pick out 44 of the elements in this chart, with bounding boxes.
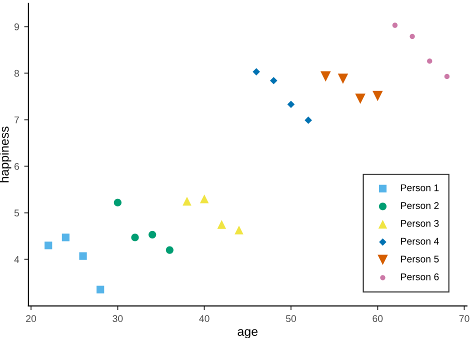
point: [320, 71, 331, 82]
point: [234, 226, 244, 234]
legend-label: Person 5: [401, 256, 439, 262]
point: [44, 242, 52, 250]
point: [182, 196, 192, 206]
legend-label: Person 6: [401, 273, 439, 280]
legend-label: Person 1: [401, 184, 439, 192]
y-tick-label: 8: [14, 70, 19, 77]
x-tick-label: 30: [112, 315, 123, 322]
x-tick-label: 70: [459, 315, 470, 322]
x-tick-label: 60: [372, 315, 383, 322]
point: [200, 194, 209, 204]
point: [410, 34, 415, 40]
x-tick-label: 40: [199, 315, 210, 322]
point: [392, 22, 398, 28]
point: [427, 58, 432, 64]
point: [131, 234, 139, 242]
point: [148, 230, 156, 238]
point: [270, 76, 278, 84]
y-tick-label: 9: [14, 23, 19, 30]
y-tick-label: 5: [14, 210, 20, 216]
x-axis-title: age: [238, 329, 258, 338]
point: [304, 116, 312, 124]
point: [96, 286, 104, 294]
point: [114, 198, 122, 206]
point: [62, 234, 70, 242]
point: [166, 246, 174, 254]
legend-label: Person 4: [401, 238, 439, 245]
point: [444, 74, 450, 80]
point: [287, 100, 295, 108]
point: [372, 90, 383, 102]
legend-label: Person 3: [401, 220, 439, 227]
y-tick-label: 7: [14, 116, 19, 124]
point: [217, 220, 226, 229]
point: [252, 68, 260, 76]
y-tick-label: 6: [14, 163, 19, 170]
x-tick-label: 20: [26, 315, 36, 322]
y-axis-title: happiness: [0, 126, 12, 182]
point: [79, 252, 87, 260]
x-tick-label: 50: [286, 315, 296, 322]
point: [338, 74, 348, 84]
y-tick-label: 4: [14, 256, 20, 263]
point: [355, 94, 366, 104]
legend-label: Person 2: [401, 202, 439, 210]
